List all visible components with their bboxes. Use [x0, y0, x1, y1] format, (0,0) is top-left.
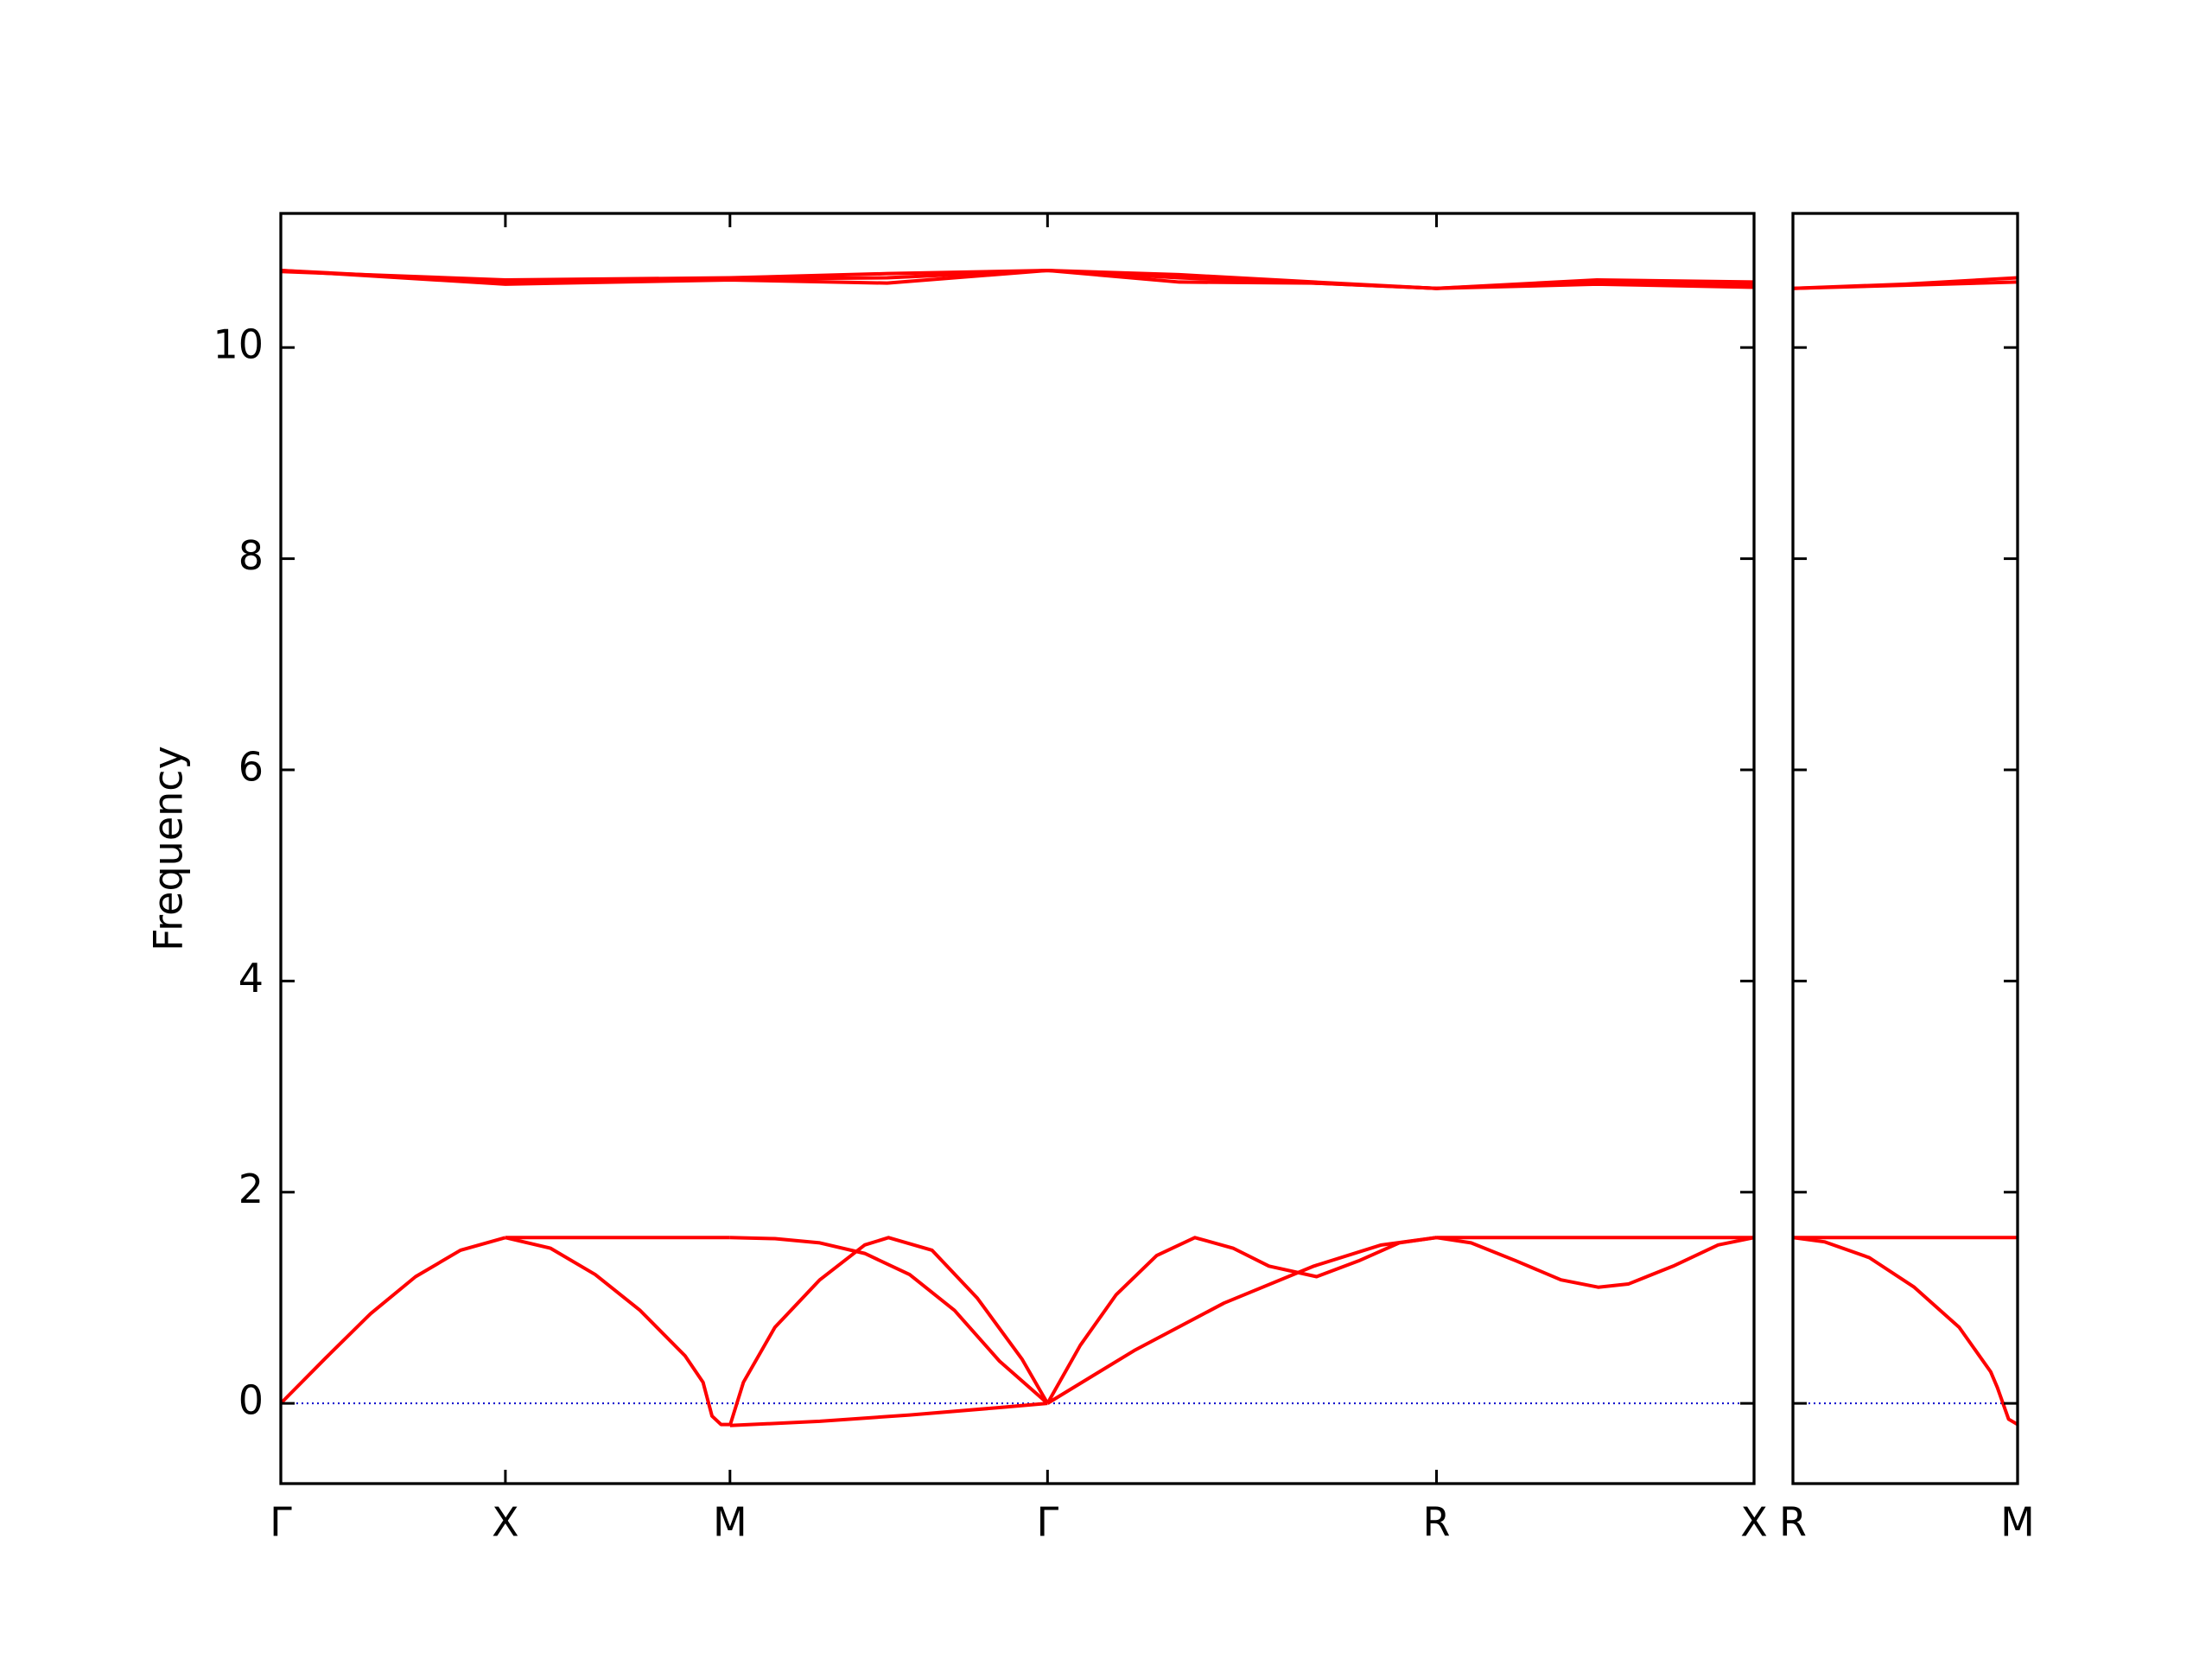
x-tick-label: R: [1779, 1499, 1807, 1546]
x-tick-label: X: [1740, 1499, 1768, 1546]
band-line: [280, 268, 1755, 290]
band-line: [1046, 1236, 1437, 1405]
band-line: [505, 1236, 730, 1427]
band-line: [729, 1236, 1049, 1405]
plot-frame: [1791, 212, 2019, 1485]
band-line: [1046, 1236, 1437, 1405]
band-line: [1792, 1236, 2019, 1427]
band-line: [279, 1236, 506, 1405]
band-line: [1792, 280, 2018, 290]
x-tick-label: R: [1423, 1499, 1451, 1546]
plot-frame: [279, 212, 1756, 1485]
y-tick-label: 4: [238, 955, 264, 1001]
band-line: [728, 1236, 1050, 1427]
x-tick-label: X: [492, 1499, 519, 1546]
y-axis-label: Frequency: [145, 746, 192, 951]
y-tick-label: 10: [213, 321, 264, 368]
x-tick-label: Γ: [1037, 1499, 1059, 1546]
band-line: [729, 1402, 1048, 1427]
x-tick-label: Γ: [270, 1499, 292, 1546]
x-tick-label: M: [713, 1499, 747, 1546]
y-tick-label: 0: [238, 1377, 264, 1424]
y-tick-label: 6: [238, 743, 264, 790]
band-line: [1436, 1236, 1755, 1289]
x-tick-label: M: [2000, 1499, 2035, 1546]
y-tick-label: 2: [238, 1166, 264, 1212]
y-tick-label: 8: [238, 532, 264, 579]
